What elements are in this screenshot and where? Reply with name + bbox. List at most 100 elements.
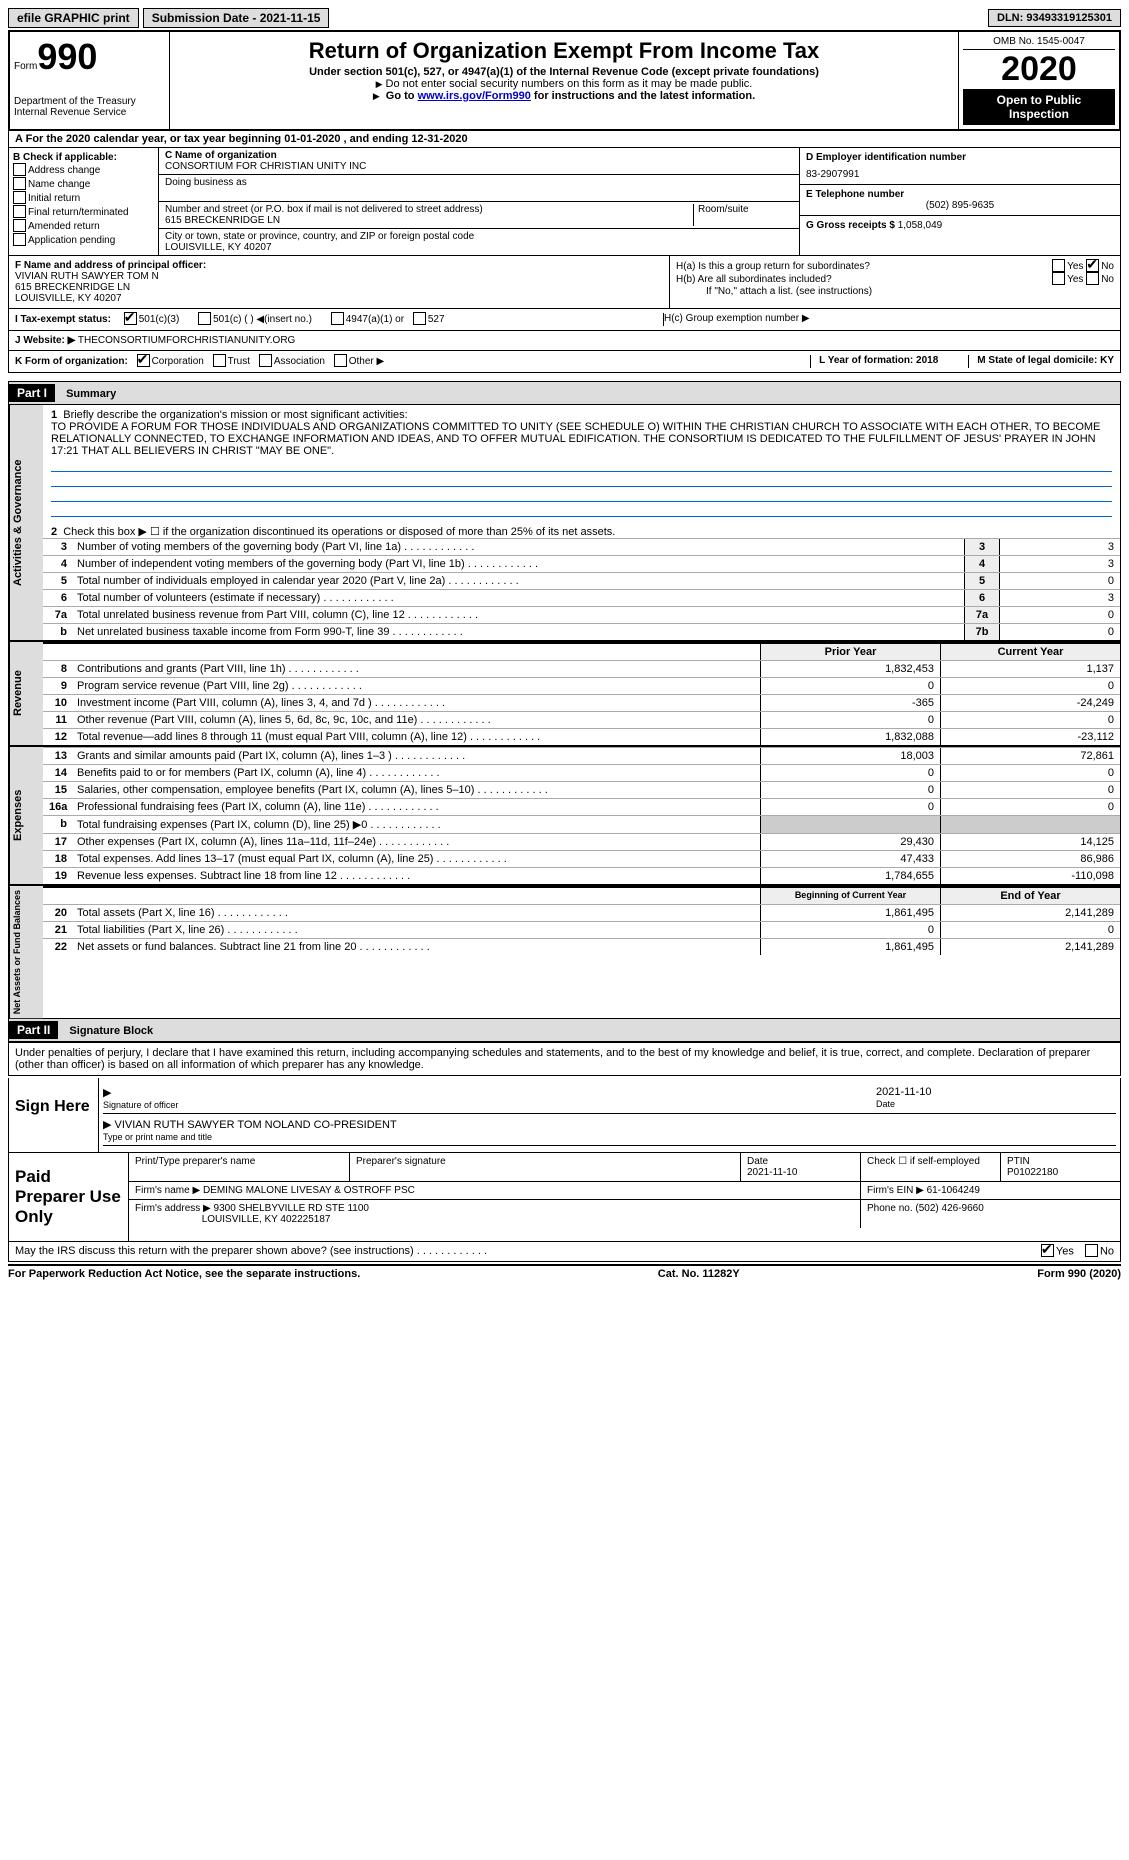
omb-number: OMB No. 1545-0047 [963,36,1115,50]
city: LOUISVILLE, KY 40207 [165,242,793,253]
hc-label: H(c) Group exemption number ▶ [664,313,1114,326]
line-1: 1 Briefly describe the organization's mi… [43,405,1120,521]
subtitle-3: Go to www.irs.gov/Form990 for instructio… [174,90,954,102]
city-label: City or town, state or province, country… [165,231,793,242]
pp-date: 2021-11-10 [747,1167,797,1178]
part1-title: Summary [58,388,116,400]
part1-hdr: Part I [9,384,55,402]
col-d-ein: D Employer identification number 83-2907… [800,148,1120,255]
tax-year: 2020 [963,50,1115,89]
hb-no[interactable]: No [1101,274,1114,285]
goto-post: for instructions and the latest informat… [531,90,755,102]
vtab-revenue: Revenue [9,642,43,745]
chk-initial-return[interactable]: Initial return [13,192,154,205]
firm-phone-label: Phone no. [867,1203,913,1214]
fin-line-17: 17Other expenses (Part IX, column (A), l… [43,833,1120,850]
i-501c3[interactable]: 501(c)(3) [139,314,180,325]
pp-self-employed[interactable]: Check ☐ if self-employed [860,1153,1000,1181]
k-corp[interactable]: Corporation [152,356,204,367]
fin-line-15: 15Salaries, other compensation, employee… [43,781,1120,798]
form-title: Return of Organization Exempt From Incom… [174,38,954,64]
f-label: F Name and address of principal officer: [15,260,206,271]
row-f-h: F Name and address of principal officer:… [8,256,1121,309]
chk-name-change[interactable]: Name change [13,178,154,191]
firm-ein-label: Firm's EIN ▶ [867,1185,924,1196]
gross-receipts: 1,058,049 [898,220,943,231]
fin-line-10: 10Investment income (Part VIII, column (… [43,694,1120,711]
efile-print[interactable]: efile GRAPHIC print [8,8,139,28]
sig-officer-label: Signature of officer [103,1100,178,1110]
street: 615 BRECKENRIDGE LN [165,215,693,226]
fin-line-21: 21Total liabilities (Part X, line 26)00 [43,921,1120,938]
vtab-net-assets: Net Assets or Fund Balances [9,886,43,1018]
c-label: C Name of organization [165,150,793,161]
firm-name-label: Firm's name ▶ [135,1185,200,1196]
form-number: 990 [37,36,97,77]
type-name-label: Type or print name and title [103,1132,212,1142]
hb-note: If "No," attach a list. (see instruction… [676,286,1114,297]
k-assoc[interactable]: Association [274,356,325,367]
header-right: OMB No. 1545-0047 2020 Open to Public In… [959,32,1119,129]
vtab-expenses: Expenses [9,747,43,884]
paid-preparer-block: Paid Preparer Use Only Print/Type prepar… [8,1153,1121,1242]
header-center: Return of Organization Exempt From Incom… [170,32,959,129]
org-name: CONSORTIUM FOR CHRISTIAN UNITY INC [165,161,793,172]
i-527[interactable]: 527 [428,314,445,325]
topbar: efile GRAPHIC print Submission Date - 20… [8,8,1121,28]
hb-label: H(b) Are all subordinates included? [676,274,832,285]
k-trust[interactable]: Trust [228,356,250,367]
form-header: Form990 Department of the Treasury Inter… [8,30,1121,131]
ha-no[interactable]: No [1101,261,1114,272]
phone: (502) 895-9635 [806,200,1114,211]
row-j: J Website: ▶ THECONSORTIUMFORCHRISTIANUN… [8,331,1121,351]
part2-title: Signature Block [61,1025,153,1037]
end-year-hdr: End of Year [940,888,1120,904]
l5-val: 0 [1000,573,1120,589]
firm-addr1: 9300 SHELBYVILLE RD STE 1100 [214,1203,369,1214]
ein: 83-2907991 [806,169,1114,180]
l2-text: Check this box ▶ ☐ if the organization d… [63,526,615,538]
fin-line-11: 11Other revenue (Part VIII, column (A), … [43,711,1120,728]
k-label: K Form of organization: [15,356,128,367]
l3-text: Number of voting members of the governin… [73,539,964,555]
sign-here-block: Sign Here ▶Signature of officer 2021-11-… [8,1078,1121,1153]
l3-val: 3 [1000,539,1120,555]
vtab-activities: Activities & Governance [9,405,43,640]
officer-street: 615 BRECKENRIDGE LN [15,282,663,293]
l1-label: Briefly describe the organization's miss… [63,409,407,421]
sign-here-label: Sign Here [9,1078,99,1152]
k-other[interactable]: Other ▶ [349,356,384,367]
d-label: D Employer identification number [806,152,966,163]
ptin-label: PTIN [1007,1156,1030,1167]
i-4947[interactable]: 4947(a)(1) or [346,314,404,325]
m-domicile: M State of legal domicile: KY [977,355,1114,366]
hb-yes[interactable]: Yes [1067,274,1083,285]
fin-line-19: 19Revenue less expenses. Subtract line 1… [43,867,1120,884]
firm-ein: 61-1064249 [927,1185,980,1196]
open-to-public: Open to Public Inspection [963,89,1115,125]
fin-line-13: 13Grants and similar amounts paid (Part … [43,747,1120,764]
date-label: Date [876,1099,895,1109]
chk-final-return[interactable]: Final return/terminated [13,206,154,219]
goto-pre: Go to [386,90,418,102]
dept-treasury: Department of the Treasury [14,96,165,107]
chk-application-pending[interactable]: Application pending [13,234,154,247]
discuss-yes[interactable]: Yes [1056,1246,1074,1258]
form-label: Form [14,61,37,72]
website: THECONSORTIUMFORCHRISTIANUNITY.ORG [78,335,295,346]
discuss-no[interactable]: No [1100,1246,1114,1258]
paid-preparer-label: Paid Preparer Use Only [9,1153,129,1241]
ptin: P01022180 [1007,1167,1058,1178]
l5-text: Total number of individuals employed in … [73,573,964,589]
firm-addr2: LOUISVILLE, KY 402225187 [202,1214,331,1225]
ha-yes[interactable]: Yes [1067,261,1083,272]
chk-amended[interactable]: Amended return [13,220,154,233]
l-year-formation: L Year of formation: 2018 [819,355,938,366]
l7b-text: Net unrelated business taxable income fr… [73,624,964,640]
l7b-val: 0 [1000,624,1120,640]
irs-link[interactable]: www.irs.gov/Form990 [418,90,531,102]
i-501c[interactable]: 501(c) ( ) ◀(insert no.) [213,314,312,325]
room-label: Room/suite [693,204,793,226]
l7a-text: Total unrelated business revenue from Pa… [73,607,964,623]
chk-address-change[interactable]: Address change [13,164,154,177]
